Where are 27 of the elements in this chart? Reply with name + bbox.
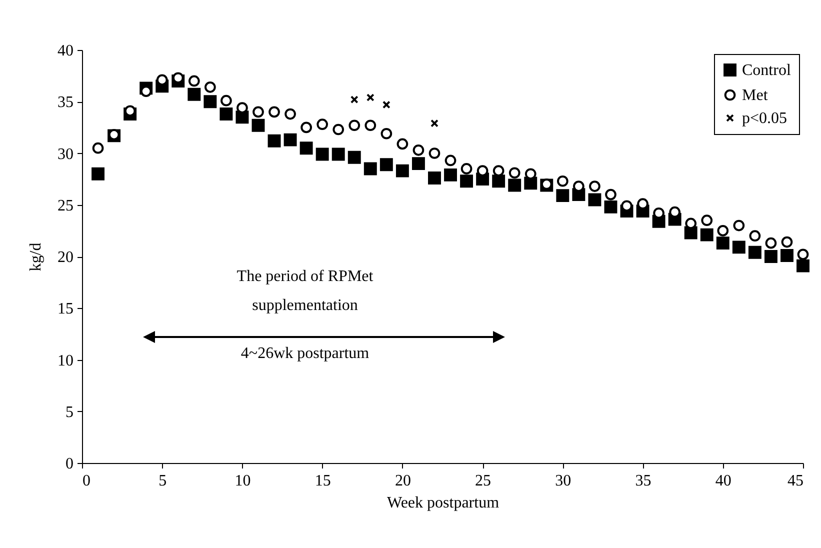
x-tick-label: 30 (555, 472, 572, 490)
x-tick-label: 5 (158, 472, 167, 490)
y-tick-label: 35 (58, 94, 74, 112)
y-tick-label: 5 (66, 404, 74, 421)
x-tick-label: 20 (394, 472, 411, 490)
y-tick-label: 40 (58, 42, 74, 60)
legend-label: p<0.05 (742, 110, 788, 127)
y-axis-title: kg/d (28, 242, 44, 272)
x-axis-title: Week postpartum (386, 494, 500, 512)
y-tick-label: 30 (58, 146, 74, 163)
y-tick-label: 15 (58, 300, 74, 318)
y-tick-label: 25 (58, 197, 74, 214)
x-tick-label: 45 (788, 472, 804, 490)
y-tick-label: 0 (66, 456, 74, 472)
annotation: The period of RPMet (236, 268, 374, 285)
annotation: supplementation (252, 297, 358, 314)
x-tick-label: 15 (314, 472, 331, 490)
annotation: 4~26wk postpartum (240, 345, 370, 362)
x-tick-label: 10 (234, 472, 251, 490)
x-tick-label: 35 (635, 472, 652, 490)
x-tick-label: 25 (475, 472, 492, 490)
y-tick-label: 10 (58, 352, 74, 370)
legend-label: Met (742, 87, 768, 104)
x-tick-label: 40 (715, 472, 732, 490)
x-tick-label: 0 (82, 472, 90, 490)
legend-label: Control (742, 62, 792, 79)
y-tick-label: 20 (58, 249, 74, 266)
